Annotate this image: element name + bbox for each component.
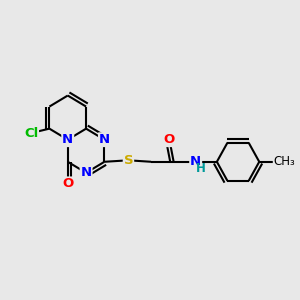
Text: S: S [124, 154, 133, 167]
Text: Cl: Cl [24, 127, 38, 140]
Text: H: H [196, 162, 206, 175]
Text: N: N [190, 155, 201, 168]
Text: O: O [164, 133, 175, 146]
Text: N: N [99, 133, 110, 146]
Text: N: N [62, 133, 73, 146]
Text: CH₃: CH₃ [273, 155, 295, 168]
Text: N: N [80, 166, 92, 179]
Text: O: O [62, 177, 74, 190]
